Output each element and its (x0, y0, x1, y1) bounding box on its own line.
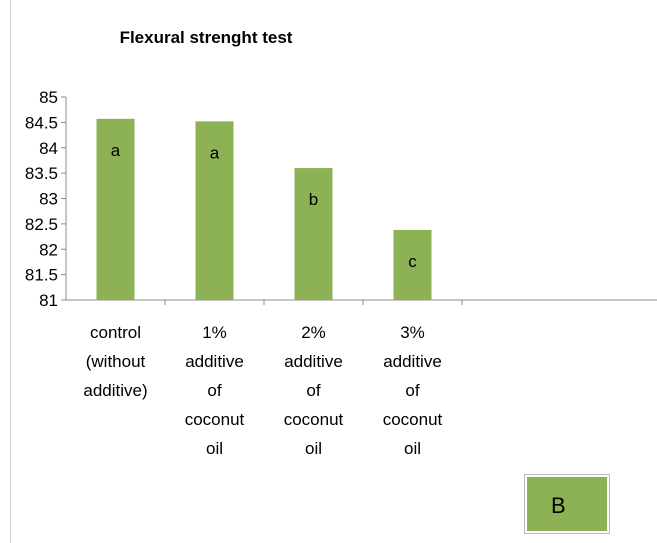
x-category-label: 1% (202, 323, 227, 342)
bar (195, 121, 234, 300)
chart-frame: Flexural strenght test 81 81.5 82 82.5 83 83.… (10, 0, 657, 543)
legend-label: B (551, 493, 566, 518)
y-tick-label: 84.5 (25, 113, 58, 132)
bar (96, 118, 135, 300)
x-category-label: oil (404, 439, 421, 458)
x-category-label: coconut (284, 410, 344, 429)
bar (294, 168, 333, 300)
x-category-label: coconut (383, 410, 443, 429)
x-category-label: of (207, 381, 221, 400)
y-tick-label: 81 (39, 291, 58, 310)
x-category-label: (without (86, 352, 146, 371)
chart-plot: 81 81.5 82 82.5 83 83.5 84 84.5 85 a control (witho… (25, 88, 657, 458)
y-tick-label: 83.5 (25, 164, 58, 183)
x-category-label: 2% (301, 323, 326, 342)
x-category-label: coconut (185, 410, 245, 429)
x-category-label: additive (284, 352, 343, 371)
x-category-label: oil (206, 439, 223, 458)
x-category-label: of (405, 381, 419, 400)
legend-box: B (525, 475, 609, 533)
bar (393, 229, 432, 300)
bar-data-label: b (309, 190, 318, 209)
y-tick-label: 83 (39, 190, 58, 209)
x-category-label: of (306, 381, 320, 400)
bar-data-label: c (408, 252, 417, 271)
x-category-label: additive (185, 352, 244, 371)
x-category-label: oil (305, 439, 322, 458)
bar-data-label: a (111, 141, 121, 160)
x-category-label: additive (383, 352, 442, 371)
x-category-label: control (90, 323, 141, 342)
x-category-label: additive) (83, 381, 147, 400)
y-tick-label: 82 (39, 240, 58, 259)
y-tick-label: 84 (39, 139, 58, 158)
x-category-label: 3% (400, 323, 425, 342)
y-tick-label: 85 (39, 88, 58, 107)
y-tick-label: 82.5 (25, 215, 58, 234)
bar-data-label: a (210, 143, 220, 162)
y-tick-label: 81.5 (25, 266, 58, 285)
chart-title: Flexural strenght test (119, 28, 293, 47)
